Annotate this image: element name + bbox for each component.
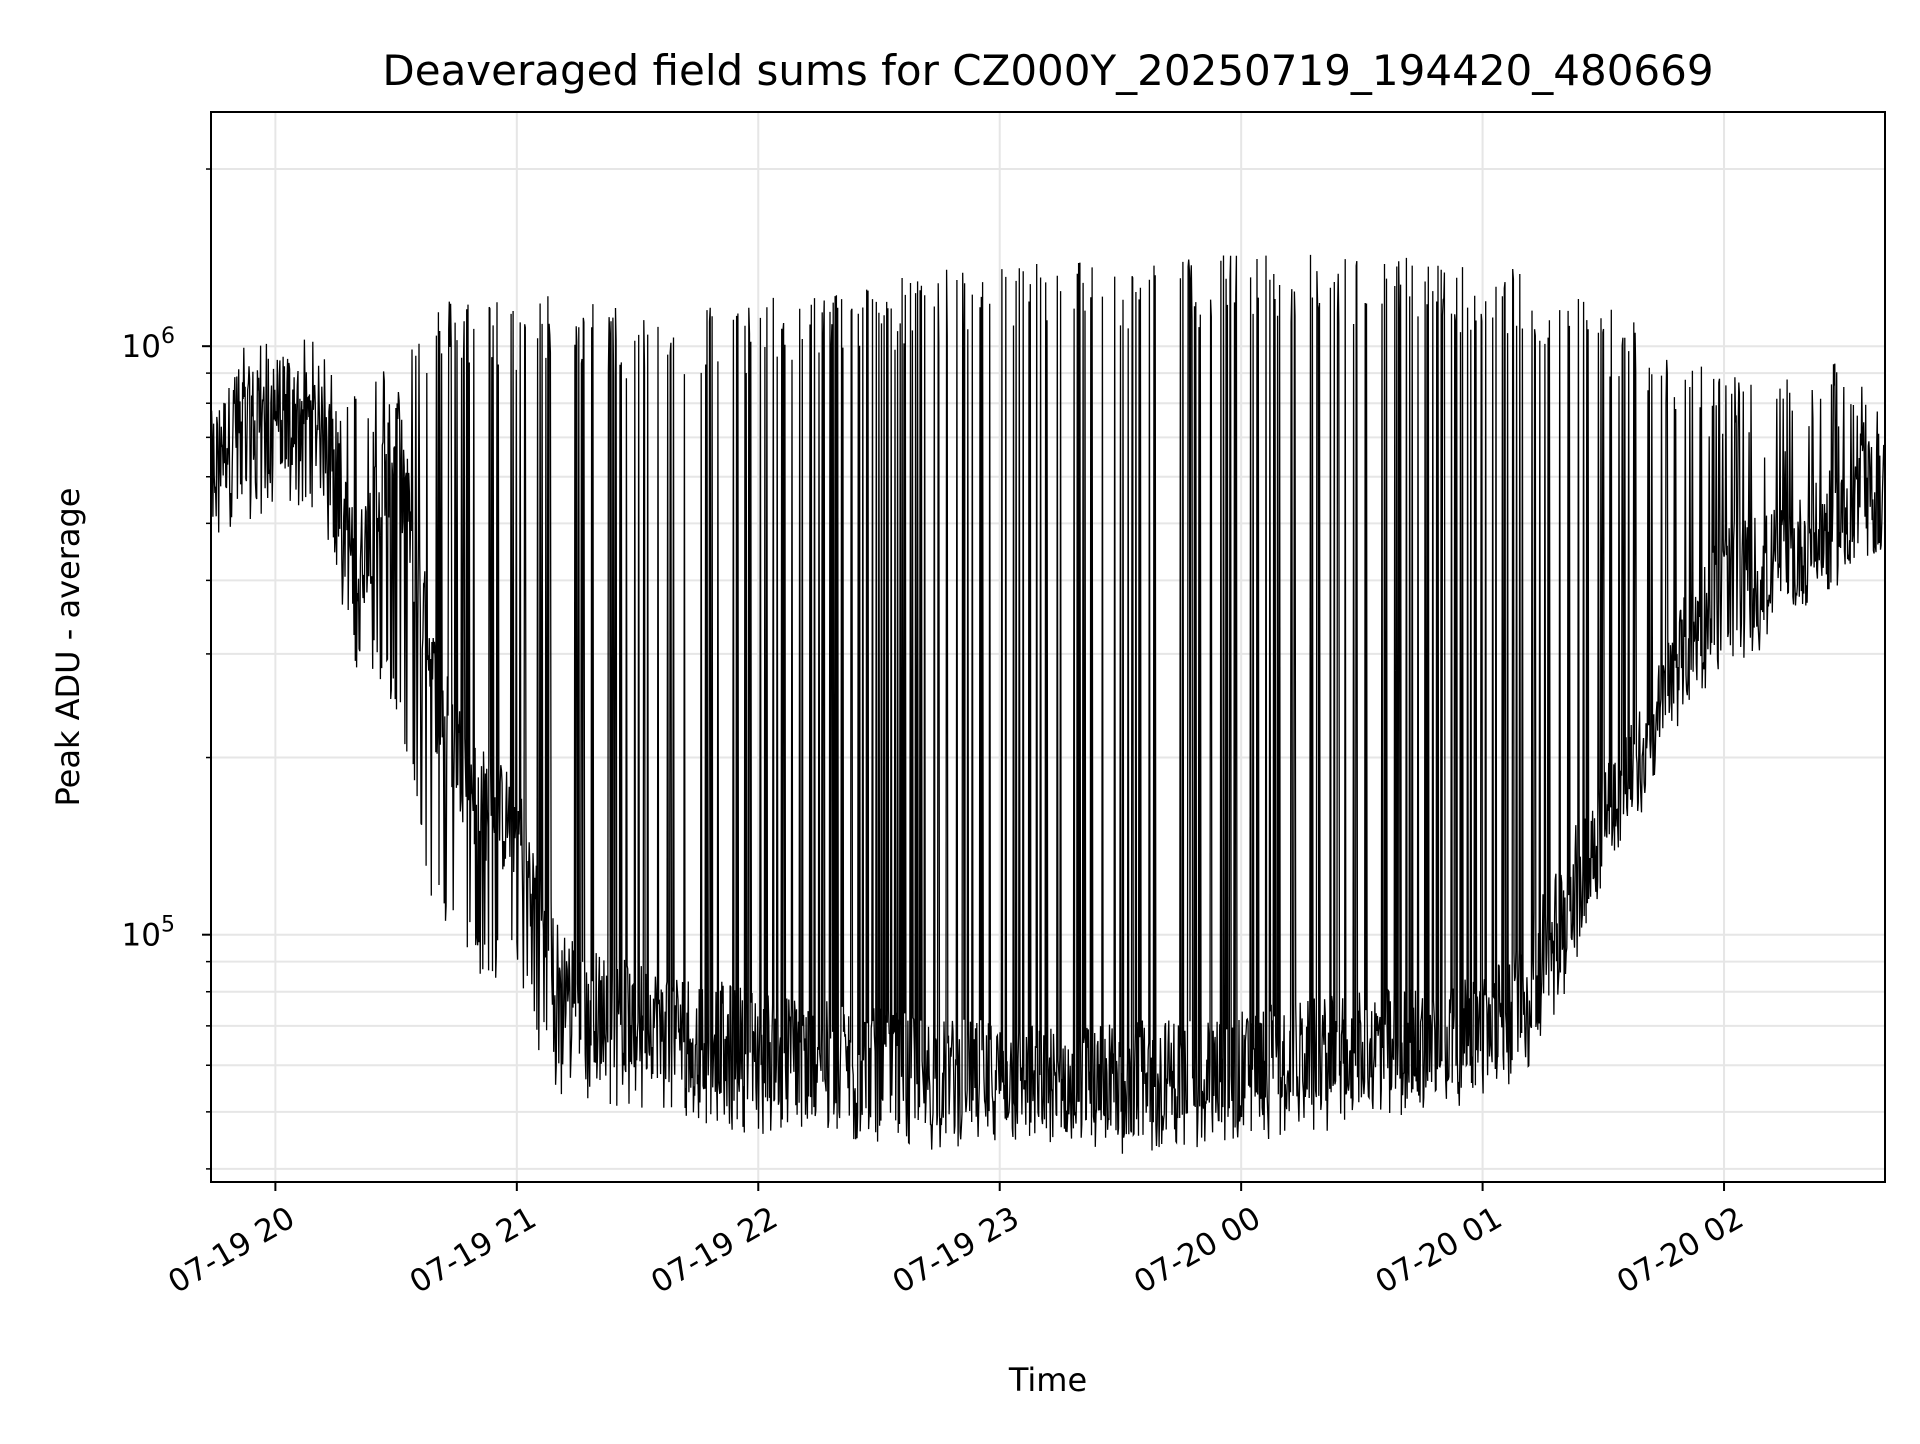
y-axis-label: Peak ADU - average <box>49 488 87 807</box>
y-tick-label: 106 <box>122 324 175 365</box>
data-layer <box>210 254 1886 1154</box>
x-axis-label: Time <box>1008 1361 1087 1399</box>
plot-frame <box>210 111 1886 1183</box>
y-tick-label: 105 <box>122 913 175 954</box>
chart-title: Deaveraged field sums for CZ000Y_2025071… <box>382 46 1713 95</box>
y-axis: 105 106 <box>122 168 211 1170</box>
series-line <box>210 254 1886 1154</box>
